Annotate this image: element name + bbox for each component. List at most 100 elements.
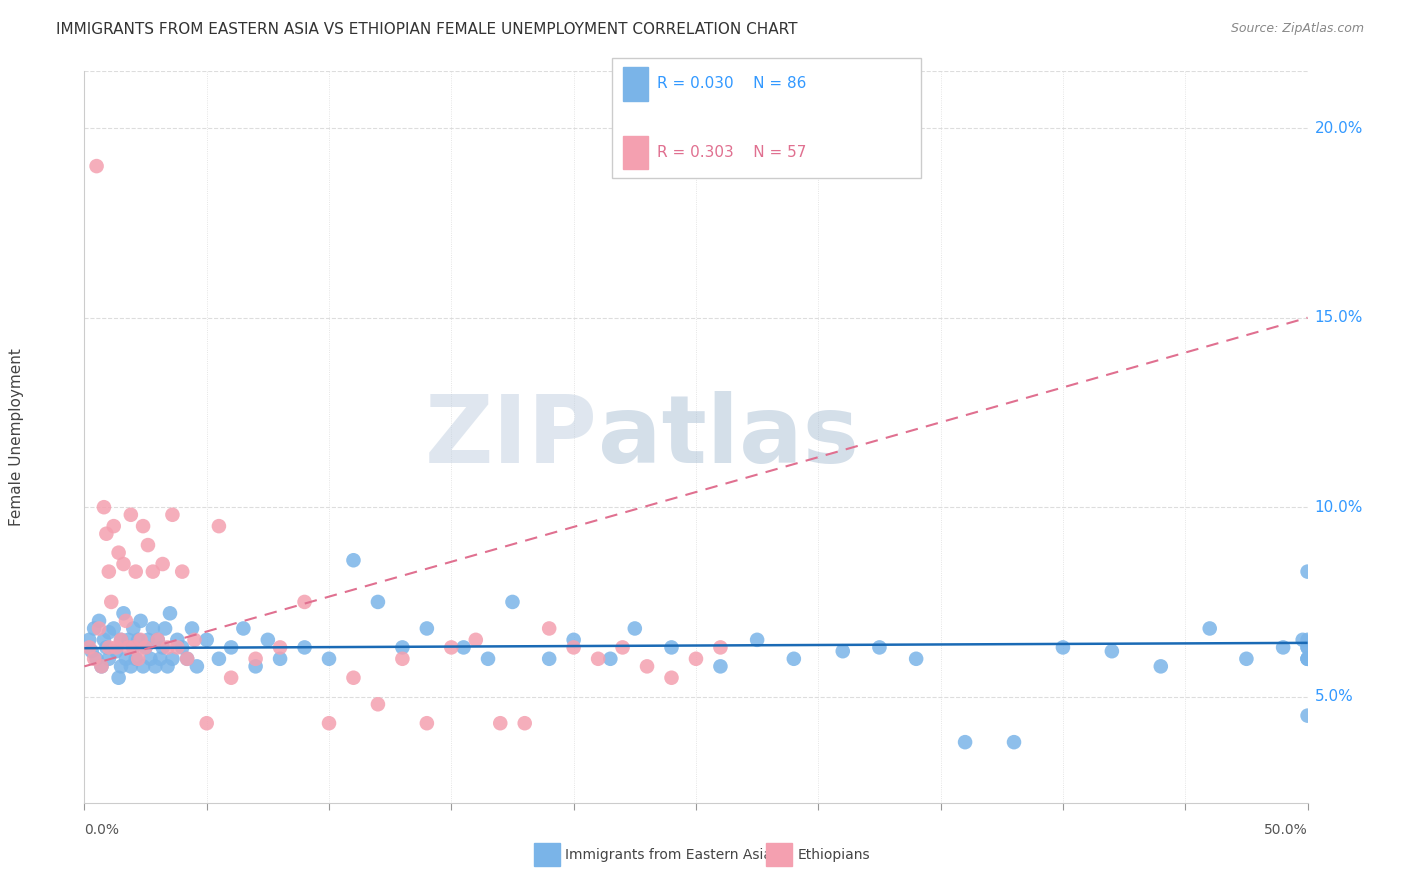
Point: [146, 632, 169, 647]
Point: [83, 652, 105, 666]
Point: [176, 652, 198, 666]
Point: [96, 526, 118, 541]
Point: [501, 595, 523, 609]
Point: [77, 632, 100, 647]
Text: ZIP: ZIP: [425, 391, 598, 483]
Point: [93, 500, 115, 515]
Point: [1296, 652, 1319, 666]
Point: [208, 652, 231, 666]
Point: [86, 652, 108, 666]
Point: [367, 595, 389, 609]
Point: [80, 644, 103, 658]
Point: [269, 652, 291, 666]
Text: IMMIGRANTS FROM EASTERN ASIA VS ETHIOPIAN FEMALE UNEMPLOYMENT CORRELATION CHART: IMMIGRANTS FROM EASTERN ASIA VS ETHIOPIA…: [56, 22, 797, 37]
Point: [391, 640, 413, 655]
Point: [342, 553, 364, 567]
Point: [464, 632, 486, 647]
Point: [953, 735, 976, 749]
Point: [391, 652, 413, 666]
Point: [107, 546, 129, 560]
Point: [245, 659, 267, 673]
Point: [117, 640, 139, 655]
Point: [172, 565, 194, 579]
Point: [87, 622, 110, 636]
Point: [112, 607, 135, 621]
Point: [562, 640, 585, 655]
Point: [136, 632, 159, 647]
Point: [110, 632, 132, 647]
Point: [709, 659, 731, 673]
Point: [132, 519, 155, 533]
Point: [152, 640, 174, 655]
Point: [142, 565, 165, 579]
Point: [612, 640, 634, 655]
Point: [129, 632, 152, 647]
Point: [166, 632, 188, 647]
Point: [1296, 632, 1319, 647]
Text: R = 0.030    N = 86: R = 0.030 N = 86: [657, 77, 806, 91]
Point: [318, 652, 340, 666]
Point: [127, 652, 149, 666]
Point: [1296, 640, 1319, 655]
Point: [318, 716, 340, 731]
Point: [97, 652, 120, 666]
Point: [416, 622, 439, 636]
Point: [110, 659, 132, 673]
Point: [129, 614, 152, 628]
Point: [538, 622, 561, 636]
Point: [153, 622, 176, 636]
Text: Source: ZipAtlas.com: Source: ZipAtlas.com: [1230, 22, 1364, 36]
Point: [294, 595, 316, 609]
Point: [219, 671, 242, 685]
Point: [783, 652, 806, 666]
Point: [1296, 565, 1319, 579]
Point: [294, 640, 316, 655]
Point: [77, 640, 100, 655]
Point: [125, 565, 148, 579]
Point: [120, 508, 142, 522]
Point: [117, 632, 139, 647]
Point: [269, 640, 291, 655]
Point: [1292, 632, 1315, 647]
Point: [97, 565, 120, 579]
Point: [156, 659, 179, 673]
Point: [87, 614, 110, 628]
Point: [97, 640, 120, 655]
Point: [1296, 652, 1319, 666]
Text: Ethiopians: Ethiopians: [797, 847, 870, 862]
Point: [586, 652, 609, 666]
Point: [146, 632, 169, 647]
Point: [142, 622, 165, 636]
Text: atlas: atlas: [598, 391, 859, 483]
Point: [489, 716, 512, 731]
Point: [115, 614, 138, 628]
Point: [1272, 640, 1295, 655]
Text: 5.0%: 5.0%: [1315, 690, 1354, 704]
Point: [105, 644, 128, 658]
Point: [1296, 640, 1319, 655]
Point: [636, 659, 658, 673]
Point: [599, 652, 621, 666]
Point: [90, 659, 112, 673]
Point: [112, 557, 135, 571]
Point: [1198, 622, 1220, 636]
Point: [97, 625, 120, 640]
Text: 20.0%: 20.0%: [1315, 120, 1362, 136]
Point: [416, 716, 439, 731]
Point: [122, 640, 145, 655]
Point: [110, 632, 132, 647]
Point: [90, 659, 112, 673]
Point: [208, 519, 231, 533]
Point: [661, 640, 683, 655]
Point: [93, 632, 115, 647]
Point: [831, 644, 853, 658]
Point: [181, 622, 204, 636]
Point: [122, 640, 145, 655]
Point: [132, 659, 155, 673]
Point: [143, 659, 166, 673]
Text: 0.0%: 0.0%: [84, 822, 120, 837]
Point: [107, 671, 129, 685]
Point: [195, 716, 218, 731]
Point: [125, 652, 148, 666]
Point: [139, 652, 162, 666]
